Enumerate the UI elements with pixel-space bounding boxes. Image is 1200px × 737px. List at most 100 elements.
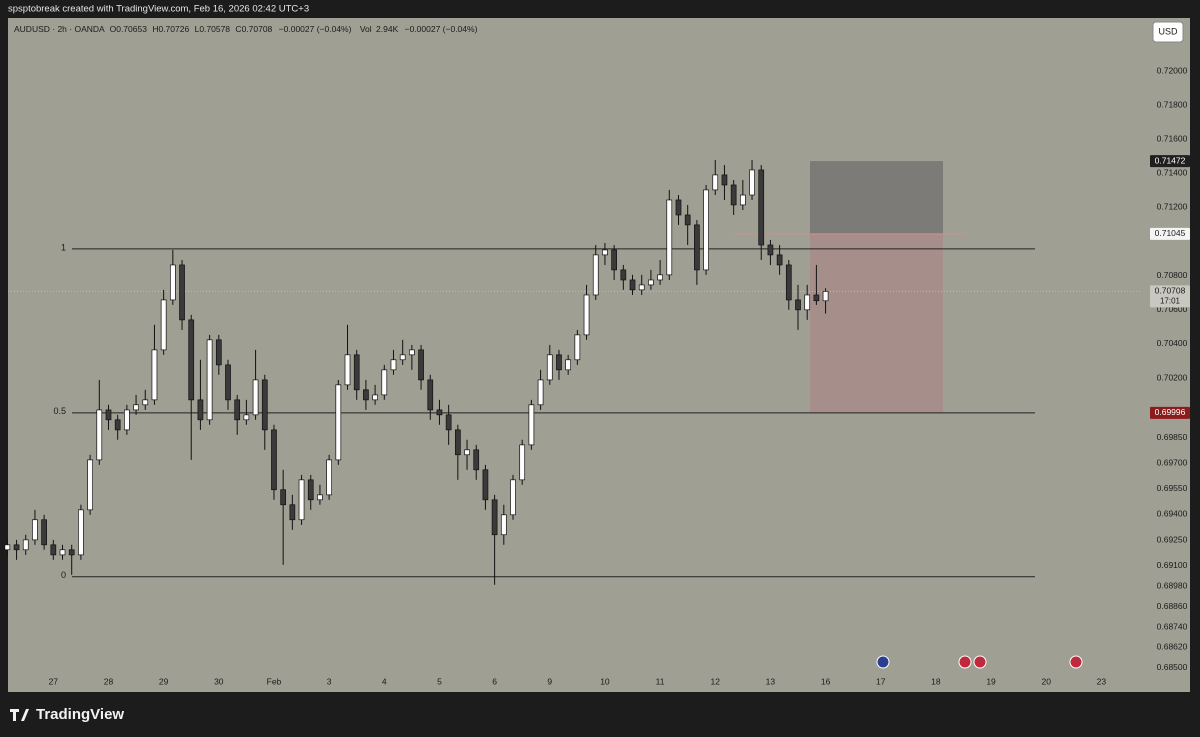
x-tick-label: 3	[327, 676, 332, 686]
x-tick-label: 27	[49, 676, 59, 686]
candle-body	[739, 194, 746, 206]
candle-body	[703, 189, 709, 271]
candle-body	[289, 504, 296, 521]
x-tick-label: 23	[1097, 676, 1107, 686]
candle-body	[767, 244, 774, 256]
price-tag	[1150, 285, 1190, 308]
candle-body	[436, 409, 443, 416]
event-flag[interactable]	[1069, 655, 1083, 669]
label: C	[235, 24, 241, 34]
x-tick-label: 17	[876, 676, 886, 686]
candle-body	[151, 349, 158, 401]
candle-body	[409, 349, 415, 356]
candle-body	[280, 489, 287, 506]
value: 0.70708	[242, 24, 273, 34]
x-tick-label: 12	[711, 676, 721, 686]
y-tick-label: 0.70400	[1157, 338, 1188, 348]
candle-body	[41, 519, 47, 546]
y-tick-label: 0.71400	[1157, 168, 1188, 178]
candle-body	[519, 444, 526, 481]
candle-body	[114, 419, 121, 431]
price-tag	[1150, 155, 1190, 168]
y-tick-label: 0.69700	[1157, 458, 1188, 468]
candle-body	[68, 549, 75, 556]
event-flag[interactable]	[973, 655, 987, 669]
candle-body	[197, 399, 204, 421]
fib-label: 1	[61, 242, 66, 252]
candle-body	[96, 409, 103, 461]
candle-body	[32, 519, 38, 541]
candle-body	[215, 339, 222, 366]
volume: 2.94K	[376, 24, 399, 34]
candle-body	[510, 479, 516, 516]
candle-body	[261, 379, 268, 431]
value: 0.70726	[158, 24, 189, 34]
event-flag[interactable]	[958, 655, 972, 669]
x-tick-label: 11	[656, 676, 665, 686]
currency-button[interactable]	[1152, 21, 1184, 43]
change: −0.00027 (−0.04%)	[279, 24, 352, 34]
candle-body	[712, 174, 719, 191]
candle-body	[795, 299, 801, 311]
candle-body	[528, 404, 535, 446]
candle-body	[556, 354, 562, 371]
candle-body	[381, 369, 388, 396]
candle-body	[491, 499, 498, 536]
candle-body	[50, 544, 57, 556]
profit-zone	[810, 161, 943, 234]
candle-body	[188, 319, 195, 401]
candle-body	[22, 539, 29, 551]
y-tick-label: 0.72000	[1157, 65, 1188, 75]
candle-body	[445, 414, 452, 431]
y-tick-label: 0.69100	[1157, 560, 1188, 570]
y-tick-label: 0.68500	[1157, 662, 1188, 672]
brand-logo	[10, 709, 29, 721]
candle-body	[611, 249, 617, 271]
candle-body	[730, 184, 737, 206]
chart-pane	[8, 18, 1190, 692]
event-icons	[876, 655, 1083, 669]
candle-body	[721, 174, 728, 186]
event-flag[interactable]	[876, 655, 890, 669]
candle-body	[427, 379, 434, 411]
x-tick-label: 13	[766, 676, 776, 686]
candle-body	[124, 409, 130, 431]
price-tag-label: 0.69996	[1155, 407, 1186, 417]
candle-body	[574, 334, 581, 361]
value: 0.70653	[116, 24, 147, 34]
candle-body	[160, 299, 167, 351]
candle-body	[666, 199, 673, 276]
x-tick-label: 29	[159, 676, 169, 686]
candle-body	[363, 389, 369, 401]
candle-body	[758, 169, 765, 246]
candle-body	[694, 224, 700, 271]
brand: TradingView	[36, 706, 124, 723]
candle-body	[537, 379, 544, 406]
candle-body	[142, 399, 149, 406]
y-tick-label: 0.70200	[1157, 372, 1188, 382]
candle-body	[243, 414, 250, 421]
candle-body	[105, 409, 112, 421]
legend: AUDUSD · 2h · OANDA O0.70653 H0.70726 L0…	[14, 24, 478, 34]
y-tick-label: 0.70600	[1157, 304, 1188, 314]
candle-body	[822, 291, 829, 302]
candle-body	[592, 254, 599, 296]
x-tick-label: 28	[104, 676, 114, 686]
candle-body	[372, 394, 378, 401]
x-tick-label: 19	[986, 676, 996, 686]
candle-body	[59, 549, 66, 556]
candle-body	[271, 429, 277, 491]
currency[interactable]: USD	[1158, 26, 1178, 36]
candle-body	[473, 449, 480, 471]
candle-body	[454, 429, 461, 456]
x-tick-label: Feb	[267, 676, 282, 686]
price-tag-label: 0.71472	[1155, 155, 1186, 165]
candle-body	[133, 404, 139, 411]
x-tick-label: 10	[600, 676, 610, 686]
candle-body	[565, 359, 572, 371]
candle-body	[804, 294, 811, 311]
candle-body	[648, 279, 654, 286]
y-tick-label: 0.69400	[1157, 509, 1188, 519]
label: Vol	[360, 24, 372, 34]
